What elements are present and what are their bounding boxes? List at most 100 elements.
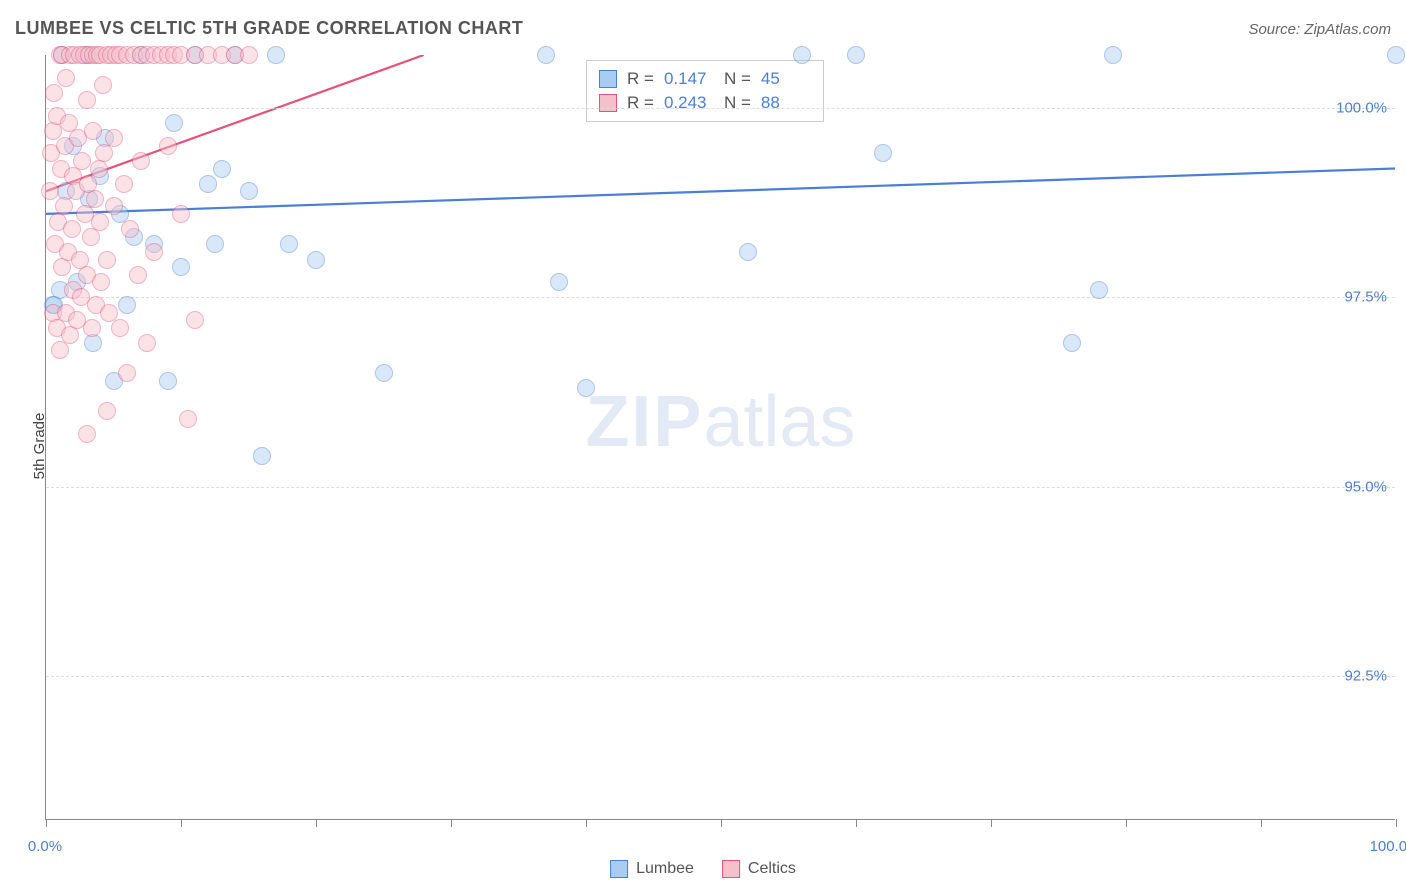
stats-r-value: 0.147 (664, 69, 714, 89)
scatter-point (92, 273, 110, 291)
stats-n-value: 88 (761, 93, 811, 113)
scatter-point (118, 296, 136, 314)
scatter-point (55, 197, 73, 215)
gridline-h (46, 487, 1395, 488)
stats-row: R = 0.147 N = 45 (599, 67, 811, 91)
y-tick-label: 97.5% (1344, 289, 1387, 306)
scatter-point (1387, 46, 1405, 64)
scatter-point (129, 266, 147, 284)
scatter-point (138, 334, 156, 352)
x-tick (721, 819, 722, 827)
scatter-point (1104, 46, 1122, 64)
scatter-point (240, 46, 258, 64)
scatter-point (267, 46, 285, 64)
x-tick (451, 819, 452, 827)
scatter-point (111, 319, 129, 337)
x-tick (181, 819, 182, 827)
scatter-point (280, 235, 298, 253)
chart-header: LUMBEE VS CELTIC 5TH GRADE CORRELATION C… (15, 18, 1391, 39)
scatter-point (84, 122, 102, 140)
scatter-point (98, 251, 116, 269)
scatter-point (206, 235, 224, 253)
scatter-point (240, 182, 258, 200)
x-tick-label: 100.0% (1370, 838, 1406, 855)
y-tick-label: 100.0% (1336, 100, 1387, 117)
scatter-point (307, 251, 325, 269)
scatter-point (165, 114, 183, 132)
scatter-point (45, 84, 63, 102)
x-tick (586, 819, 587, 827)
scatter-point (375, 364, 393, 382)
scatter-point (63, 220, 81, 238)
legend-item: Lumbee (610, 860, 694, 878)
scatter-point (874, 144, 892, 162)
scatter-point (105, 129, 123, 147)
y-tick-label: 95.0% (1344, 478, 1387, 495)
scatter-point (159, 372, 177, 390)
scatter-point (95, 144, 113, 162)
scatter-point (793, 46, 811, 64)
x-tick (46, 819, 47, 827)
gridline-h (46, 676, 1395, 677)
watermark-light: atlas (703, 382, 855, 462)
scatter-point (1063, 334, 1081, 352)
chart-source: Source: ZipAtlas.com (1248, 21, 1391, 38)
scatter-point (83, 319, 101, 337)
scatter-point (98, 402, 116, 420)
trend-lines-svg (46, 55, 1395, 819)
stats-n-label: N = (724, 69, 751, 89)
scatter-point (82, 228, 100, 246)
scatter-point (86, 190, 104, 208)
scatter-point (78, 91, 96, 109)
x-tick (856, 819, 857, 827)
scatter-point (1090, 281, 1108, 299)
scatter-point (172, 205, 190, 223)
chart-title: LUMBEE VS CELTIC 5TH GRADE CORRELATION C… (15, 18, 523, 39)
gridline-h (46, 297, 1395, 298)
scatter-point (78, 425, 96, 443)
scatter-point (253, 447, 271, 465)
plot-area: ZIPatlas R = 0.147 N = 45R = 0.243 N = 88 92.5… (45, 55, 1395, 820)
scatter-point (739, 243, 757, 261)
scatter-point (550, 273, 568, 291)
stats-n-value: 45 (761, 69, 811, 89)
scatter-point (199, 175, 217, 193)
scatter-point (91, 213, 109, 231)
scatter-point (121, 220, 139, 238)
x-tick (1396, 819, 1397, 827)
scatter-point (57, 69, 75, 87)
scatter-point (213, 160, 231, 178)
x-tick (1126, 819, 1127, 827)
scatter-point (41, 182, 59, 200)
stats-legend-box: R = 0.147 N = 45R = 0.243 N = 88 (586, 60, 824, 122)
stats-r-label: R = (627, 69, 654, 89)
scatter-point (159, 137, 177, 155)
scatter-point (115, 175, 133, 193)
stats-swatch (599, 70, 617, 88)
scatter-point (118, 364, 136, 382)
scatter-point (94, 76, 112, 94)
stats-swatch (599, 94, 617, 112)
bottom-legend: Lumbee Celtics (610, 860, 796, 878)
scatter-point (51, 341, 69, 359)
watermark-bold: ZIP (585, 382, 703, 462)
stats-row: R =0.243N =88 (599, 91, 811, 115)
legend-label: Celtics (748, 860, 796, 878)
scatter-point (105, 197, 123, 215)
scatter-point (847, 46, 865, 64)
legend-swatch (722, 860, 740, 878)
x-tick (1261, 819, 1262, 827)
x-tick (991, 819, 992, 827)
gridline-h (46, 108, 1395, 109)
watermark: ZIPatlas (585, 381, 855, 463)
y-tick-label: 92.5% (1344, 668, 1387, 685)
stats-r-value: 0.243 (664, 93, 714, 113)
scatter-point (132, 152, 150, 170)
stats-r-label: R = (627, 93, 654, 113)
scatter-point (179, 410, 197, 428)
scatter-point (172, 258, 190, 276)
legend-item: Celtics (722, 860, 796, 878)
x-tick-label: 0.0% (28, 838, 62, 855)
legend-label: Lumbee (636, 860, 694, 878)
scatter-point (186, 311, 204, 329)
